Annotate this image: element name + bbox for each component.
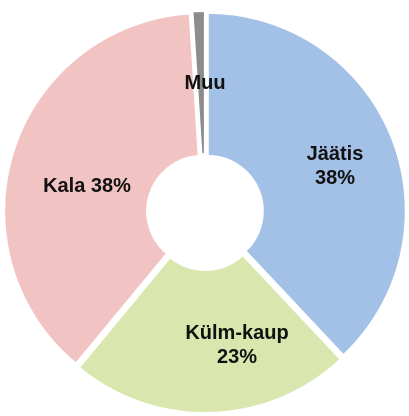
slice-label: Kala 38%: [12, 174, 162, 198]
value-label: 23%: [216, 346, 258, 368]
slice-label: Muu: [165, 71, 245, 95]
category-label: Muu: [184, 72, 226, 94]
slice: [3, 12, 200, 366]
category-label: Jäätis: [306, 143, 364, 165]
category-label: Külm-kaup: [185, 322, 289, 344]
slice: [191, 10, 206, 156]
category-label: Kala: [43, 175, 86, 197]
slice: [206, 11, 407, 357]
slice-label: Külm-kaup 23%: [182, 321, 292, 369]
value-label: 38%: [314, 167, 356, 189]
value-label: 38%: [90, 175, 131, 197]
slice: [77, 253, 343, 414]
slice-label: Jäätis 38%: [290, 142, 380, 190]
